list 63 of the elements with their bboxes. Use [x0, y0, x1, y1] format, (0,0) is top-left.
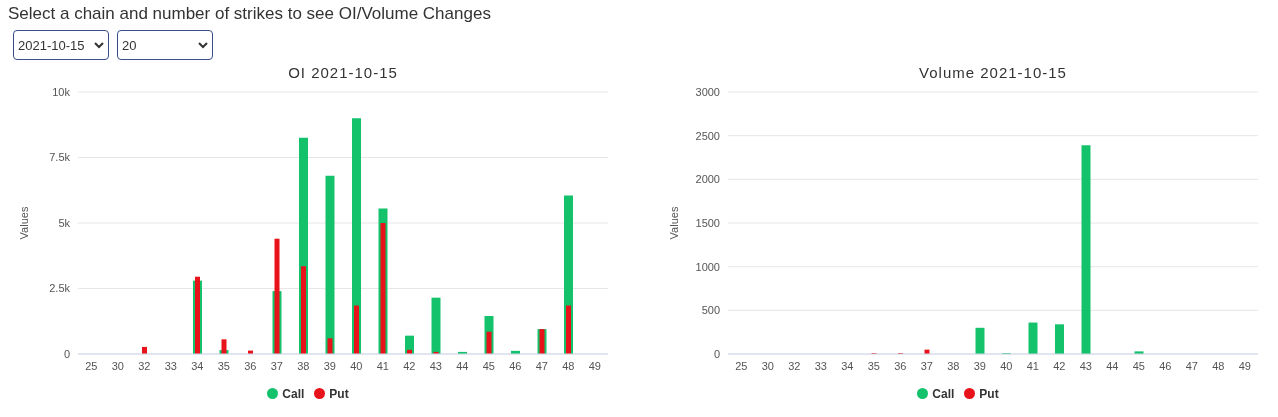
y-tick-label: 0 — [63, 347, 70, 360]
x-tick-label: 33 — [164, 359, 177, 372]
legend-label: Call — [932, 387, 955, 401]
y-tick-label: 10k — [52, 85, 71, 98]
x-tick-label: 43 — [429, 359, 442, 372]
x-tick-label: 45 — [1132, 359, 1145, 372]
legend-label: Put — [329, 387, 349, 401]
y-tick-label: 3000 — [695, 85, 720, 98]
x-tick-label: 42 — [403, 359, 416, 372]
x-tick-label: 32 — [138, 359, 151, 372]
x-tick-label: 40 — [350, 359, 363, 372]
x-tick-label: 40 — [1000, 359, 1013, 372]
x-tick-label: 49 — [1238, 359, 1251, 372]
x-tick-label: 30 — [111, 359, 124, 372]
x-tick-label: 25 — [735, 359, 748, 372]
y-tick-label: 2.5k — [49, 282, 71, 295]
dropdown: 20 — [117, 30, 213, 60]
legend-label: Put — [979, 387, 999, 401]
y-tick-label: 2000 — [695, 173, 720, 186]
x-tick-label: 39 — [973, 359, 986, 372]
x-tick-label: 38 — [297, 359, 310, 372]
x-tick-label: 43 — [1079, 359, 1092, 372]
x-tick-label: 41 — [376, 359, 389, 372]
y-tick-label: 1000 — [695, 260, 720, 273]
x-tick-label: 33 — [814, 359, 827, 372]
x-tick-label: 25 — [85, 359, 98, 372]
y-tick-label: 7.5k — [49, 151, 71, 164]
y-axis-title: Values — [667, 206, 680, 240]
x-tick-label: 39 — [323, 359, 336, 372]
x-tick-label: 47 — [535, 359, 548, 372]
chart-title: Volume 2021-10-15 — [918, 64, 1068, 83]
x-tick-label: 41 — [1026, 359, 1039, 372]
x-tick-label: 35 — [217, 359, 230, 372]
x-tick-label: 45 — [482, 359, 495, 372]
x-tick-label: 48 — [562, 359, 575, 372]
x-tick-label: 42 — [1053, 359, 1066, 372]
y-tick-label: 0 — [713, 347, 720, 360]
y-tick-label: 5k — [58, 216, 71, 229]
x-tick-label: 35 — [867, 359, 880, 372]
x-tick-label: 34 — [191, 359, 204, 372]
chart-title: OI 2021-10-15 — [287, 64, 399, 83]
x-tick-label: 46 — [509, 359, 522, 372]
x-tick-label: 30 — [761, 359, 774, 372]
x-tick-label: 44 — [456, 359, 469, 372]
x-tick-label: 32 — [788, 359, 801, 372]
y-tick-label: 1500 — [695, 216, 720, 229]
legend-label: Call — [282, 387, 305, 401]
x-tick-label: 49 — [588, 359, 601, 372]
y-tick-label: 2500 — [695, 129, 720, 142]
x-tick-label: 36 — [894, 359, 907, 372]
x-tick-label: 37 — [920, 359, 933, 372]
y-axis-title: Values — [17, 206, 30, 240]
x-tick-label: 47 — [1185, 359, 1198, 372]
y-tick-label: 500 — [701, 304, 720, 317]
dropdown: 2021-10-15 — [13, 30, 109, 60]
x-tick-label: 46 — [1159, 359, 1172, 372]
x-tick-label: 36 — [244, 359, 257, 372]
x-tick-label: 38 — [947, 359, 960, 372]
x-tick-label: 48 — [1212, 359, 1225, 372]
text: Select a chain and number of strikes to see OI/Volume Changes — [8, 4, 492, 24]
x-tick-label: 37 — [270, 359, 283, 372]
x-tick-label: 44 — [1106, 359, 1119, 372]
x-tick-label: 34 — [841, 359, 854, 372]
